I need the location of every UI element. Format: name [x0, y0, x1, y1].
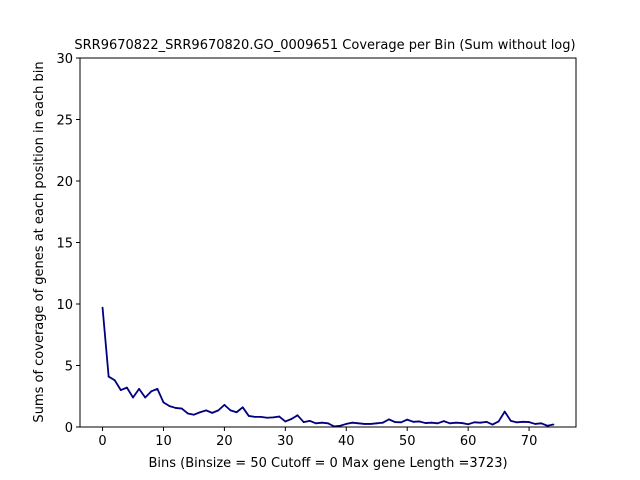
plot-series	[101, 306, 555, 428]
data-point	[150, 390, 153, 393]
data-point	[369, 423, 372, 425]
data-point	[436, 422, 439, 425]
data-point	[193, 413, 195, 416]
data-point	[363, 423, 366, 425]
y-tick-label: 20	[56, 175, 73, 190]
data-point	[260, 416, 262, 418]
data-point	[400, 421, 403, 424]
data-point	[314, 422, 317, 425]
y-axis-label: Sums of coverage of genes at each positi…	[32, 61, 47, 422]
x-tick-label: 50	[399, 434, 416, 449]
data-point	[132, 396, 134, 399]
data-point	[235, 411, 238, 414]
data-point	[321, 421, 323, 424]
data-point	[412, 420, 415, 423]
data-point	[479, 421, 482, 424]
chart-title: SRR9670822_SRR9670820.GO_0009651 Coverag…	[74, 38, 575, 53]
x-tick-label: 40	[338, 434, 355, 449]
data-point	[485, 420, 488, 423]
data-point	[168, 405, 171, 407]
x-tick-label: 30	[277, 434, 294, 449]
data-point	[534, 423, 537, 425]
data-point	[528, 421, 530, 423]
data-point	[138, 387, 141, 390]
data-point	[339, 424, 342, 427]
data-point	[199, 411, 201, 414]
y-tick-label: 15	[56, 237, 73, 252]
data-point	[381, 421, 384, 424]
x-axis-label: Bins (Binsize = 50 Cutoff = 0 Max gene L…	[148, 456, 507, 471]
data-point	[345, 423, 348, 425]
data-point	[211, 411, 214, 414]
data-point	[375, 422, 378, 425]
data-point	[278, 415, 281, 418]
data-point	[156, 387, 159, 390]
data-point	[442, 420, 445, 422]
x-tick-label: 20	[216, 434, 233, 449]
data-point	[503, 410, 506, 413]
data-point	[455, 421, 457, 424]
data-point	[515, 421, 518, 424]
data-point	[144, 396, 147, 399]
x-tick-label: 60	[460, 434, 477, 449]
data-point	[247, 415, 250, 417]
data-point	[388, 418, 390, 421]
data-point	[162, 401, 165, 404]
data-point	[186, 412, 189, 415]
data-point	[351, 421, 354, 424]
y-tick-label: 25	[56, 114, 73, 129]
data-point	[296, 414, 299, 417]
data-point	[546, 424, 549, 427]
data-point	[522, 420, 524, 423]
data-point	[418, 420, 421, 423]
y-tick-label: 30	[56, 52, 73, 67]
data-point	[119, 389, 122, 391]
data-point	[430, 421, 433, 424]
data-point	[101, 306, 104, 309]
data-point	[473, 421, 476, 424]
data-point	[302, 421, 305, 423]
data-point	[540, 422, 543, 425]
data-point	[113, 379, 116, 382]
data-point	[284, 420, 287, 423]
y-tick-label: 5	[65, 360, 73, 375]
x-tick-label: 0	[98, 434, 106, 449]
data-point	[253, 416, 256, 418]
data-point	[461, 422, 463, 424]
x-tick-label: 70	[521, 434, 538, 449]
data-point	[241, 406, 244, 409]
x-axis-ticks: 0 10 20 30 40 50 60 70	[98, 427, 537, 449]
data-point	[126, 386, 128, 389]
data-point	[223, 403, 226, 406]
data-point	[357, 422, 360, 425]
data-point	[552, 423, 555, 426]
x-tick-label: 10	[155, 434, 172, 449]
data-point	[424, 422, 427, 424]
data-point	[509, 419, 512, 422]
plot-frame	[79, 57, 577, 428]
data-point	[217, 409, 220, 412]
data-point	[448, 422, 451, 425]
data-point	[308, 419, 311, 422]
data-point	[327, 422, 329, 425]
data-point	[174, 407, 177, 409]
data-point	[229, 409, 232, 412]
y-tick-label: 10	[56, 298, 73, 313]
data-point	[205, 409, 208, 412]
data-point	[272, 416, 275, 419]
data-point	[180, 407, 183, 410]
data-point	[467, 423, 470, 426]
data-point	[491, 423, 494, 426]
data-point	[406, 418, 409, 421]
y-axis-ticks: 0 5 10 15 20 25 30	[56, 52, 80, 436]
data-point	[107, 375, 110, 378]
y-tick-label: 0	[65, 421, 73, 436]
data-point	[290, 418, 293, 420]
data-point	[266, 416, 268, 419]
data-point	[394, 421, 396, 423]
data-point	[497, 420, 500, 423]
